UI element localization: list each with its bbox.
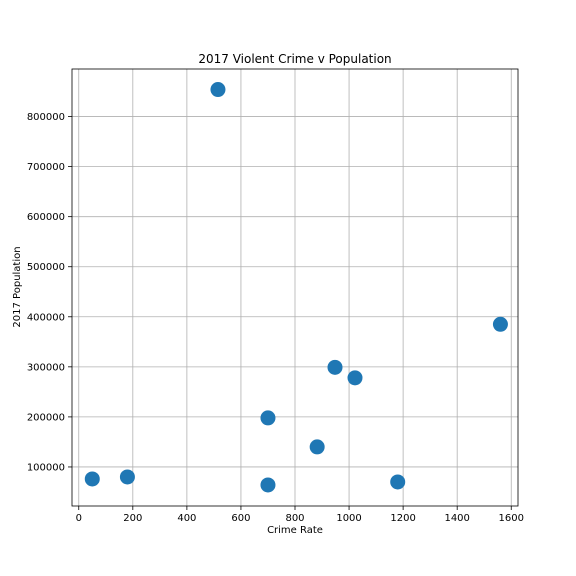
- data-points: [84, 82, 508, 493]
- y-tick-label: 600000: [27, 212, 65, 223]
- scatter-point: [309, 439, 325, 455]
- scatter-point: [390, 474, 406, 490]
- grid-lines: [72, 69, 518, 506]
- scatter-point: [347, 370, 363, 386]
- x-tick-label: 1000: [336, 513, 361, 524]
- x-tick-label: 1200: [390, 513, 415, 524]
- x-tick-label: 1600: [499, 513, 524, 524]
- scatter-point: [119, 469, 135, 485]
- x-tick-label: 0: [76, 513, 82, 524]
- y-tick-label: 100000: [27, 462, 65, 473]
- scatter-point: [492, 316, 508, 332]
- x-axis-label: Crime Rate: [267, 525, 323, 536]
- y-tick-label: 300000: [27, 362, 65, 373]
- scatter-point: [260, 477, 276, 493]
- y-tick-label: 400000: [27, 312, 65, 323]
- x-tick-label: 1400: [444, 513, 469, 524]
- chart-title: 2017 Violent Crime v Population: [198, 52, 391, 66]
- y-tick-label: 800000: [27, 112, 65, 123]
- y-axis-label: 2017 Population: [12, 246, 23, 327]
- y-tick-label: 500000: [27, 262, 65, 273]
- x-tick-label: 200: [123, 513, 142, 524]
- y-tick-label: 200000: [27, 412, 65, 423]
- x-tick-label: 800: [285, 513, 304, 524]
- scatter-point: [327, 359, 343, 375]
- y-tick-label: 700000: [27, 162, 65, 173]
- x-tick-label: 600: [231, 513, 250, 524]
- axis-ticks: 0 200 400 600 800 1000 1200 1400 1600 100000 20000…: [27, 112, 524, 524]
- scatter-point: [210, 82, 226, 98]
- scatter-point: [260, 410, 276, 426]
- scatter-point: [84, 471, 100, 487]
- x-tick-label: 400: [177, 513, 196, 524]
